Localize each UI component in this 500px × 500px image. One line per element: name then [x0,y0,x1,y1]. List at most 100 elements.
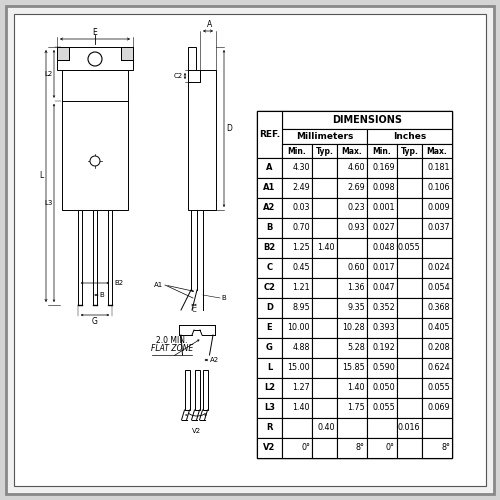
Text: 1.27: 1.27 [292,384,310,392]
Text: Min.: Min. [288,146,306,156]
Bar [282,129,367,144]
Bar [257,258,282,278]
Bar [282,378,312,398]
Text: 0.055: 0.055 [397,244,420,252]
Text: B2: B2 [264,244,276,252]
Text: 0.037: 0.037 [428,224,450,232]
Bar [367,178,397,198]
Bar [397,298,422,318]
Text: A2: A2 [264,204,276,212]
Bar [282,198,312,218]
Text: 0.048: 0.048 [372,244,395,252]
Bar [367,158,397,178]
Text: 0.352: 0.352 [372,304,395,312]
Bar [282,318,312,338]
Bar [422,318,452,338]
Bar [257,338,282,358]
Text: FLAT ZONE: FLAT ZONE [151,344,193,353]
Bar [397,378,422,398]
Bar [337,278,367,298]
Bar [188,47,196,70]
Text: 0.169: 0.169 [372,164,395,172]
Bar [312,144,337,158]
Bar [397,338,422,358]
Text: 0.009: 0.009 [428,204,450,212]
Bar [282,158,312,178]
Bar [257,111,452,458]
Text: 2.0 MIN.: 2.0 MIN. [156,336,188,345]
Text: 0.017: 0.017 [372,264,395,272]
Text: B: B [266,224,272,232]
Bar [397,144,422,158]
Bar [312,278,337,298]
Bar [312,378,337,398]
Text: 0.055: 0.055 [427,384,450,392]
Bar [337,398,367,418]
Text: 0.590: 0.590 [372,364,395,372]
Bar [337,378,367,398]
Bar [397,158,422,178]
Bar [257,398,282,418]
Text: 0.001: 0.001 [372,204,395,212]
Text: 15.85: 15.85 [342,364,365,372]
Bar [184,370,190,410]
Bar [78,210,82,305]
Bar [108,210,112,305]
Bar [93,210,97,305]
Bar [337,338,367,358]
Bar [282,258,312,278]
Text: 15.00: 15.00 [288,364,310,372]
Bar [422,438,452,458]
Text: 0.40: 0.40 [318,424,335,432]
Text: B2: B2 [114,280,124,286]
Text: D: D [226,124,232,133]
Bar [367,358,397,378]
Text: G: G [92,317,98,326]
Bar [422,144,452,158]
Text: L: L [40,172,44,180]
Text: 0.027: 0.027 [372,224,395,232]
Bar [57,47,69,60]
Bar [282,438,312,458]
Bar [367,238,397,258]
Text: 0.393: 0.393 [372,324,395,332]
Text: 5.28: 5.28 [347,344,365,352]
Bar [312,438,337,458]
Bar [422,258,452,278]
Bar [337,358,367,378]
Bar [282,398,312,418]
Text: 0.70: 0.70 [292,224,310,232]
Bar [422,398,452,418]
Bar [282,278,312,298]
Circle shape [88,52,102,66]
Bar [312,198,337,218]
Text: 4.60: 4.60 [348,164,365,172]
Bar [257,198,282,218]
Bar [397,418,422,438]
Text: 0.106: 0.106 [428,184,450,192]
Bar [62,70,128,210]
Text: E: E [266,324,272,332]
Circle shape [90,156,100,166]
Text: 0.60: 0.60 [348,264,365,272]
Bar [194,370,200,410]
Bar [312,158,337,178]
Text: B: B [99,292,104,298]
Text: 10.28: 10.28 [342,324,365,332]
Text: C: C [192,307,196,313]
Bar [282,418,312,438]
Bar [422,218,452,238]
Bar [312,358,337,378]
Bar [337,438,367,458]
Text: V2: V2 [192,428,202,434]
Bar [312,418,337,438]
Bar [367,258,397,278]
Bar [397,358,422,378]
Bar [257,218,282,238]
Text: A2: A2 [210,357,218,363]
Text: A1: A1 [264,184,276,192]
Bar [367,298,397,318]
Bar [367,378,397,398]
Bar [422,378,452,398]
Text: L3: L3 [264,404,275,412]
